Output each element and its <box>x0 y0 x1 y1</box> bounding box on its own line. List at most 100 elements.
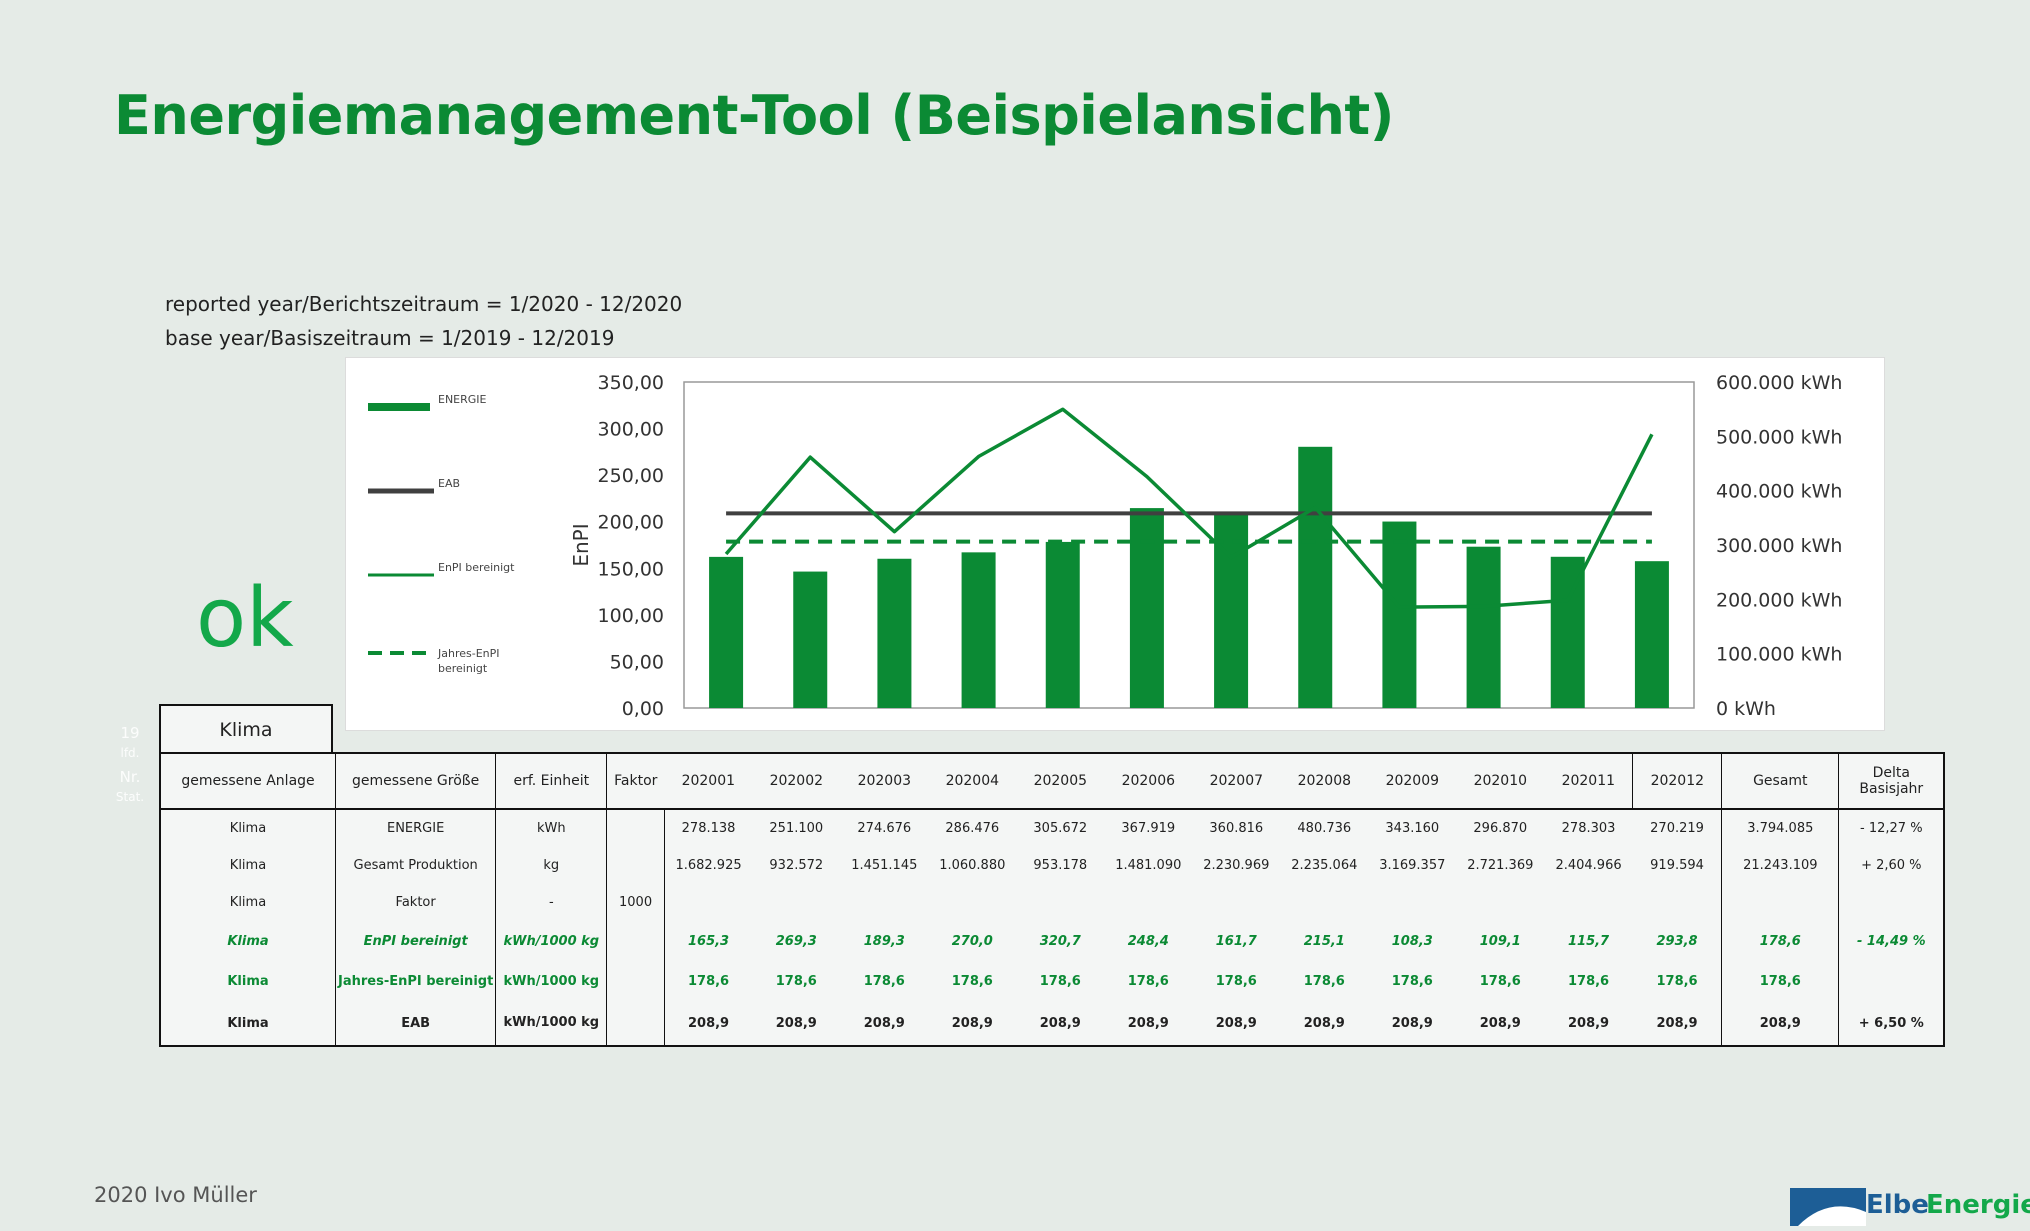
col-header: erf. Einheit <box>495 752 607 810</box>
col-header: Faktor <box>606 752 665 810</box>
legend-enpi-swatch <box>368 573 434 577</box>
col-header: 202002 <box>752 752 841 810</box>
table-cell: - 12,27 % <box>1838 809 1946 847</box>
table-cell: 1.060.880 <box>939 858 1006 873</box>
table-cell <box>1104 884 1192 921</box>
table-row: Klima EAB kWh/1000 kg 208,9 208,9 208,9 208,9 2… <box>159 1001 1946 1047</box>
table-cell: 367.919 <box>1121 821 1176 836</box>
table-cell: 208,9 <box>1632 1001 1722 1047</box>
chart-panel: ENERGIE EAB EnPI bereinigt Jahres-EnPI b… <box>345 357 1885 731</box>
table-cell: 178,6 <box>1721 921 1839 961</box>
table-cell: 208,9 <box>752 1001 841 1047</box>
table-cell: 320,7 <box>1039 933 1081 949</box>
table-row: Klima EnPI bereinigt kWh/1000 kg 165,3 269,3… <box>159 921 1946 961</box>
table-cell: 208,9 <box>1721 1001 1839 1047</box>
table-cell: Klima <box>159 809 336 847</box>
table-cell <box>840 884 928 921</box>
bar-202001 <box>709 556 744 708</box>
table-cell: 270,0 <box>951 933 993 949</box>
col-header: 202001 <box>664 752 753 810</box>
table-cell: 178,6 <box>863 973 905 989</box>
bar-202009 <box>1382 521 1417 708</box>
table-cell <box>1838 961 1946 1001</box>
table-cell: 278.138 <box>663 809 753 847</box>
legend-energie-swatch <box>368 403 430 411</box>
y-tick-label: 200,00 <box>598 512 664 534</box>
y2-tick-label: 200.000 kWh <box>1716 589 1842 611</box>
table-cell: - 14,49 % <box>1838 921 1946 961</box>
table-cell: 208,9 <box>928 1001 1017 1047</box>
bar-202005 <box>1045 541 1080 708</box>
table-cell <box>663 884 753 921</box>
table-cell: 480.736 <box>1297 821 1352 836</box>
table-cell: 360.816 <box>1209 821 1264 836</box>
table-cell: 2.230.969 <box>1203 858 1270 873</box>
col-header: 202010 <box>1456 752 1545 810</box>
plot-frame <box>683 381 1695 709</box>
table-cell: 270.219 <box>1650 821 1704 836</box>
table-cell: 165,3 <box>663 921 753 961</box>
bar-202002 <box>793 571 828 708</box>
table-cell: 293,8 <box>1656 933 1698 949</box>
table-cell: 178,6 <box>1479 973 1521 989</box>
table-cell <box>1456 884 1544 921</box>
status-ok-text: ok <box>196 571 294 666</box>
footer-author: 2020 Ivo Müller <box>94 1183 257 1207</box>
col-header: 202007 <box>1192 752 1281 810</box>
table-row: Klima Gesamt Produktion kg 1.682.925 932.572… <box>159 847 1946 884</box>
bar-202004 <box>961 552 996 708</box>
legend-jahres-enpi-swatch <box>368 651 434 655</box>
table-cell: 108,3 <box>1391 933 1433 949</box>
legend-enpi-label: EnPI bereinigt <box>438 561 515 574</box>
stat-label: Stat. <box>115 790 145 804</box>
table-cell: 208,9 <box>1280 1001 1369 1047</box>
table-cell: 208,9 <box>1368 1001 1457 1047</box>
table-row: Klima Faktor -1000 <box>159 884 1946 921</box>
table-cell: 178,6 <box>1303 973 1345 989</box>
nr-label: Nr. <box>119 768 141 786</box>
table-cell <box>752 884 840 921</box>
table-cell <box>1192 884 1280 921</box>
col-header: 202011 <box>1544 752 1633 810</box>
table-cell <box>606 961 665 1001</box>
legend-eab-label: EAB <box>438 477 461 490</box>
table-cell: 208,9 <box>1544 1001 1633 1047</box>
table-cell: 305.672 <box>1033 821 1088 836</box>
table-cell <box>606 921 665 961</box>
table-cell <box>606 847 665 884</box>
table-cell <box>1838 884 1946 921</box>
table-cell: 208,9 <box>1104 1001 1193 1047</box>
y-axis-title: EnPI <box>569 523 593 566</box>
table-cell: kWh/1000 kg <box>495 961 607 1001</box>
table-cell: Klima <box>159 921 336 961</box>
table-cell: 115,7 <box>1567 933 1610 949</box>
table-cell: kWh <box>495 809 607 847</box>
table-cell: Klima <box>159 847 336 884</box>
table-cell: Gesamt Produktion <box>334 847 496 884</box>
table-cell: 1.481.090 <box>1115 858 1182 873</box>
table-cell: 208,9 <box>663 1001 753 1047</box>
table-cell: 3.794.085 <box>1721 809 1839 847</box>
y2-tick-label: 400.000 kWh <box>1716 481 1842 503</box>
table-cell: - <box>495 884 607 921</box>
table-cell: Klima <box>159 1001 336 1047</box>
y-tick-label: 100,00 <box>598 605 664 627</box>
bar-202008 <box>1298 446 1333 708</box>
table-cell <box>1280 884 1368 921</box>
table-cell: 208,9 <box>1192 1001 1281 1047</box>
legend-jahres-enpi-label: Jahres-EnPI bereinigt <box>438 647 500 675</box>
table-cell: ENERGIE <box>334 809 496 847</box>
bar-202011 <box>1550 556 1585 708</box>
col-header: gemessene Größe <box>334 752 496 810</box>
table-cell <box>606 809 665 847</box>
table-row: Klima Jahres-EnPI bereinigt kWh/1000 kg 178… <box>159 961 1946 1001</box>
table-cell: 178,6 <box>1567 973 1610 989</box>
table-cell: Klima <box>159 961 336 1001</box>
table-cell: Klima <box>159 884 336 921</box>
col-header: 202005 <box>1016 752 1105 810</box>
table-cell: 178,6 <box>775 973 817 989</box>
table-cell: EnPI bereinigt <box>334 921 496 961</box>
table-cell: 1.451.145 <box>851 858 918 873</box>
table-cell <box>928 884 1016 921</box>
table-cell: 919.594 <box>1650 858 1704 873</box>
